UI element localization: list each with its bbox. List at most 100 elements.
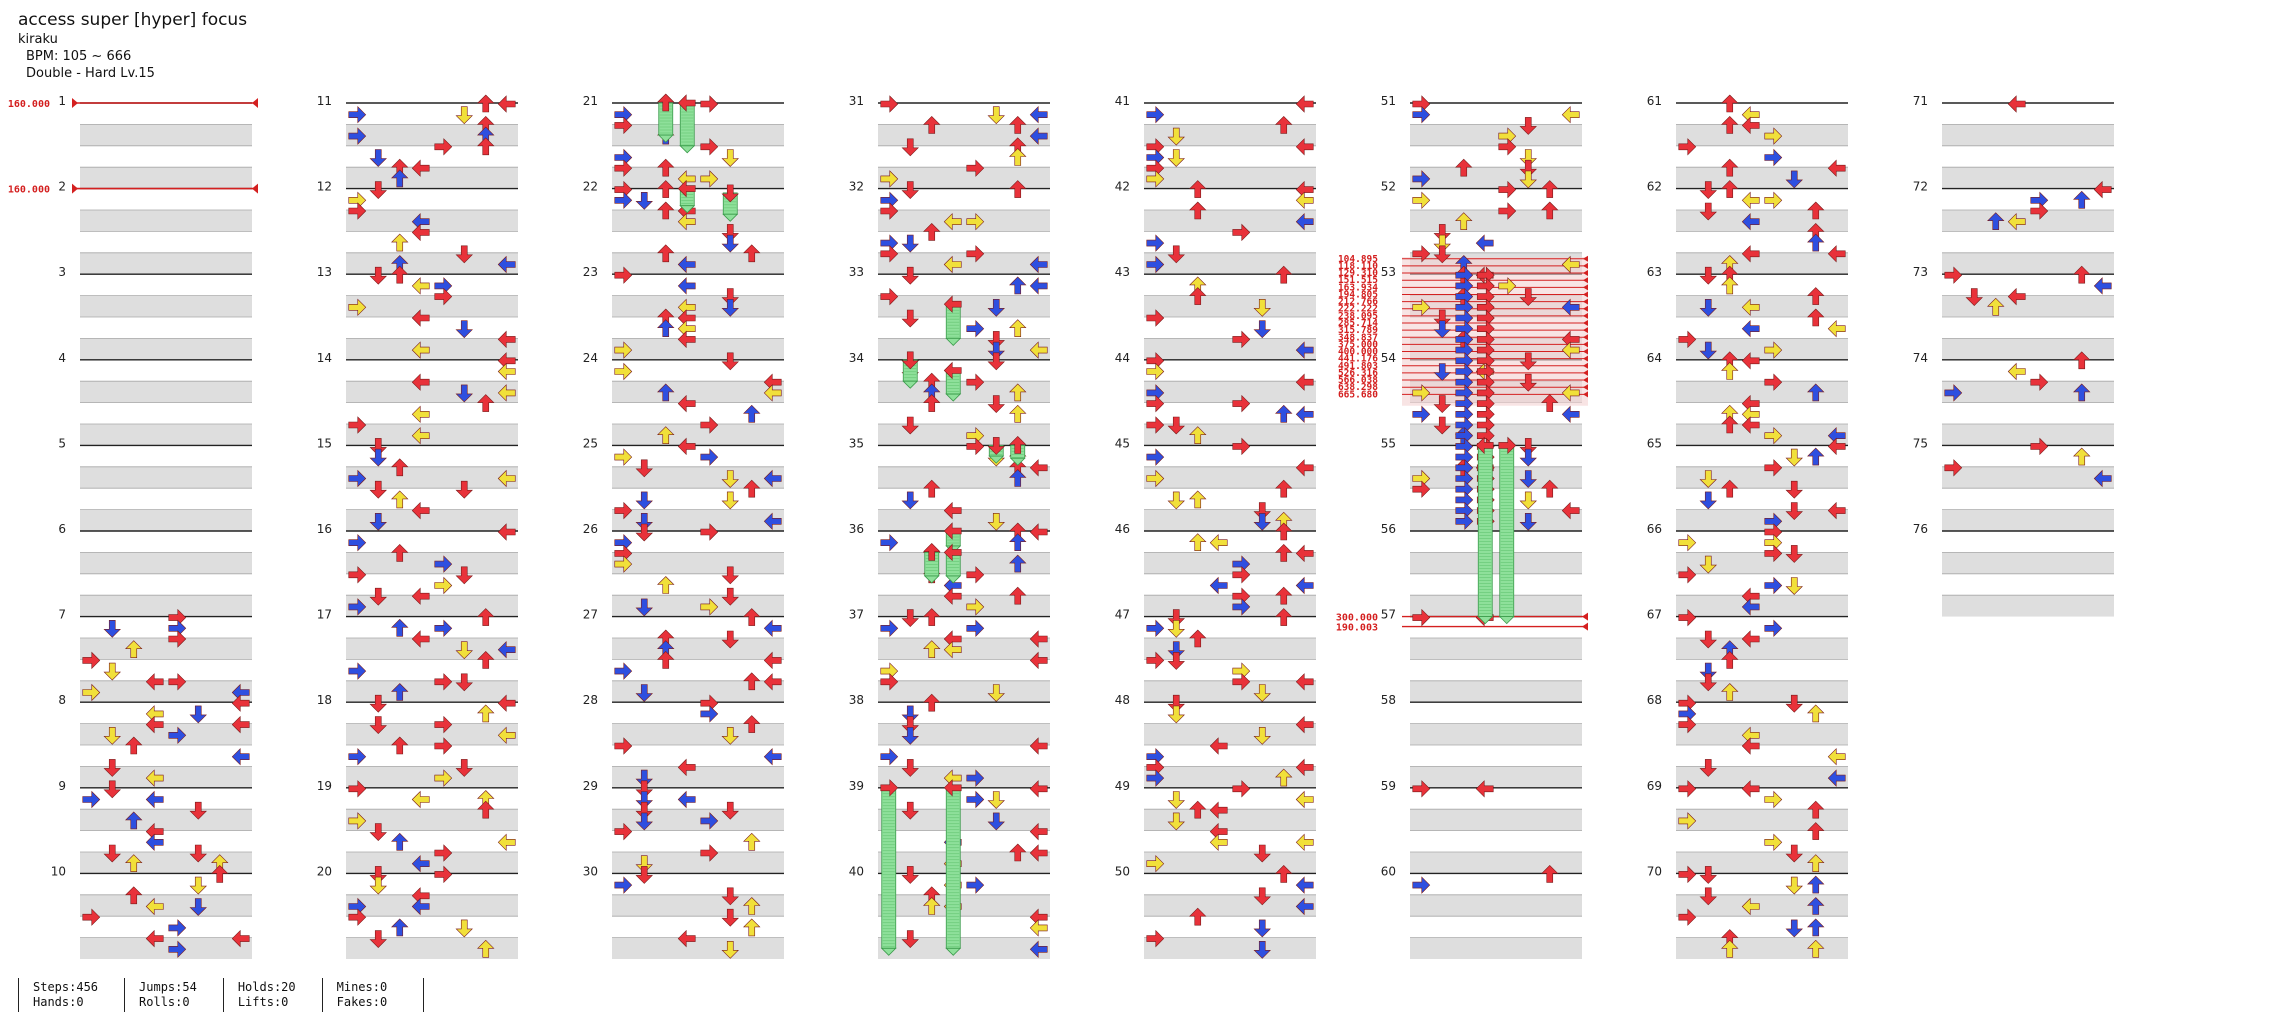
- measure-65: 65: [1647, 436, 1848, 531]
- beat-band: [80, 295, 252, 317]
- step-arrow: [966, 790, 985, 809]
- step-arrow: [721, 566, 739, 585]
- step-arrow: [211, 864, 229, 883]
- step-arrow: [987, 512, 1005, 531]
- step-arrow: [1146, 619, 1165, 638]
- step-arrow: [1275, 265, 1293, 284]
- step-arrow: [189, 705, 207, 724]
- step-arrow: [497, 694, 516, 712]
- beat-band: [612, 680, 784, 703]
- step-arrow: [348, 662, 367, 680]
- step-arrow: [369, 149, 387, 167]
- measure-number: 38: [849, 693, 864, 707]
- step-arrow: [1498, 180, 1517, 199]
- measure-12: 12: [317, 180, 518, 275]
- step-arrow: [168, 726, 187, 745]
- step-arrow: [497, 362, 516, 381]
- step-arrow: [1146, 416, 1165, 434]
- step-arrow: [391, 543, 409, 562]
- measure-number: 29: [583, 779, 598, 793]
- step-arrow: [434, 844, 453, 862]
- beat-band: [1942, 338, 2114, 360]
- measure-61: 61: [1647, 94, 1848, 189]
- step-arrow: [1029, 940, 1048, 959]
- step-arrow: [434, 673, 453, 691]
- step-arrow: [1295, 373, 1314, 391]
- step-arrow: [455, 919, 473, 938]
- step-arrow: [1455, 405, 1474, 424]
- step-arrow: [923, 479, 941, 498]
- measure-1: 1: [58, 94, 252, 189]
- beat-band: [1144, 424, 1316, 446]
- step-arrow: [1455, 512, 1474, 531]
- step-arrow: [348, 127, 367, 145]
- beat-band: [612, 466, 784, 489]
- step-arrow: [1721, 479, 1739, 498]
- step-arrow: [635, 512, 653, 531]
- hold-note: [943, 779, 962, 956]
- step-arrow: [880, 533, 899, 552]
- step-arrow: [1009, 554, 1027, 573]
- beat-band: [1676, 766, 1848, 788]
- step-arrow: [1189, 201, 1207, 220]
- step-arrow: [434, 576, 453, 595]
- beat-band: [1676, 252, 1848, 275]
- step-arrow: [700, 448, 719, 466]
- step-arrow: [1561, 105, 1580, 124]
- step-arrow: [1807, 201, 1825, 220]
- measure-number: 46: [1115, 522, 1130, 536]
- step-arrow: [411, 405, 430, 424]
- step-arrow: [1232, 566, 1251, 584]
- measure-number: 47: [1115, 608, 1130, 622]
- beat-band: [80, 809, 252, 831]
- step-arrow: [2030, 437, 2049, 456]
- measure-27: 27: [583, 608, 784, 703]
- step-arrow: [901, 705, 919, 724]
- beat-band: [878, 638, 1050, 660]
- step-arrow: [231, 929, 250, 948]
- step-arrow: [1699, 759, 1717, 777]
- beat-band: [1676, 509, 1848, 531]
- beat-band: [1144, 595, 1316, 617]
- beat-band: [346, 723, 518, 745]
- step-arrow: [721, 298, 739, 317]
- beat-band: [878, 124, 1050, 146]
- step-arrow: [391, 458, 409, 477]
- measure-3: 3: [58, 265, 252, 360]
- measure-5: 5: [58, 436, 252, 531]
- step-arrow: [677, 277, 696, 295]
- step-arrow: [677, 394, 696, 413]
- step-arrow: [1146, 309, 1165, 327]
- step-arrow: [966, 159, 985, 177]
- measure-number: 65: [1647, 436, 1662, 450]
- step-arrow: [348, 812, 367, 830]
- stat-jumps: Jumps:54: [139, 980, 197, 994]
- step-arrow: [497, 833, 516, 852]
- beat-band: [1144, 638, 1316, 660]
- step-arrow: [880, 191, 899, 210]
- step-arrow: [1232, 330, 1251, 349]
- measure-number: 32: [849, 180, 864, 194]
- beat-band: [346, 766, 518, 788]
- step-arrow: [966, 212, 985, 231]
- step-arrow: [1561, 255, 1580, 274]
- step-arrow: [880, 170, 899, 188]
- hold-note: [943, 295, 962, 346]
- step-arrow: [1295, 544, 1314, 563]
- step-arrow: [1741, 897, 1760, 916]
- step-arrow: [189, 844, 207, 863]
- beat-band: [1144, 167, 1316, 189]
- beat-band: [878, 424, 1050, 446]
- beat-band: [1676, 338, 1848, 360]
- bpm-change-marker: 160.000: [8, 98, 258, 110]
- step-arrow: [103, 780, 121, 799]
- step-arrow: [901, 716, 919, 735]
- step-arrow: [1764, 426, 1783, 445]
- step-arrow: [880, 779, 899, 797]
- beat-band: [612, 852, 784, 874]
- step-arrow: [1764, 127, 1783, 145]
- beat-band: [878, 723, 1050, 745]
- measure-number: 24: [583, 351, 598, 365]
- step-arrow: [614, 448, 633, 466]
